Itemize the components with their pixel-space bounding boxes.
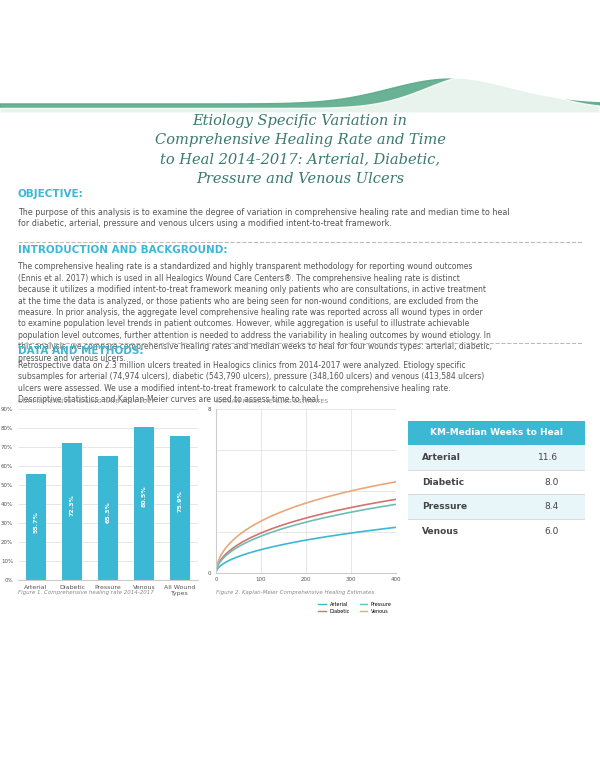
Text: Etiology Specific Variation in
Comprehensive Healing Rate and Time
to Heal 2014-: Etiology Specific Variation in Comprehen… bbox=[155, 114, 445, 186]
Pressure bbox=[231, 545, 238, 554]
FancyBboxPatch shape bbox=[408, 495, 585, 519]
Line: Arterial: Arterial bbox=[216, 527, 396, 573]
Text: KAPLAN-MEIER HEALING ESTIMATES: KAPLAN-MEIER HEALING ESTIMATES bbox=[216, 400, 328, 404]
Text: The comprehensive healing rate is a standardized and highly transparent methodol: The comprehensive healing rate is a stan… bbox=[18, 263, 492, 363]
Pressure bbox=[353, 506, 360, 516]
FancyBboxPatch shape bbox=[408, 519, 585, 544]
Circle shape bbox=[16, 76, 41, 82]
Diabetic bbox=[292, 516, 299, 526]
Text: 80.5%: 80.5% bbox=[142, 485, 146, 507]
Text: Figure 2. Kaplan-Meier Comprehensive Healing Estimates: Figure 2. Kaplan-Meier Comprehensive Hea… bbox=[216, 590, 374, 594]
Arterial bbox=[392, 523, 400, 532]
FancyBboxPatch shape bbox=[408, 421, 585, 446]
Line: Venous: Venous bbox=[216, 481, 396, 573]
Text: 11.6: 11.6 bbox=[538, 453, 559, 462]
Bar bbox=[134, 427, 154, 580]
Arterial bbox=[285, 538, 292, 548]
Text: 75.9%: 75.9% bbox=[178, 490, 182, 512]
Legend: Arterial, Diabetic, Pressure, Venous: Arterial, Diabetic, Pressure, Venous bbox=[316, 600, 394, 616]
Venous bbox=[285, 504, 292, 513]
Venous bbox=[231, 534, 238, 544]
Arterial bbox=[231, 553, 238, 562]
Diabetic bbox=[353, 502, 360, 511]
Circle shape bbox=[1, 20, 26, 25]
Text: COMPREHENSIVE HEALING RATE 2014-2017: COMPREHENSIVE HEALING RATE 2014-2017 bbox=[18, 400, 155, 404]
Diabetic bbox=[231, 542, 238, 552]
Pressure bbox=[392, 499, 400, 509]
FancyBboxPatch shape bbox=[408, 470, 585, 495]
Venous bbox=[212, 568, 220, 577]
Text: 6.0: 6.0 bbox=[544, 527, 559, 536]
Text: Healogics: Healogics bbox=[59, 20, 97, 30]
Diabetic bbox=[356, 501, 363, 510]
Bar bbox=[62, 442, 82, 580]
Bar bbox=[170, 435, 190, 580]
Venous bbox=[292, 502, 299, 511]
Text: DATA AND METHODS:: DATA AND METHODS: bbox=[18, 346, 143, 356]
Text: 55.7%: 55.7% bbox=[34, 511, 38, 533]
Polygon shape bbox=[0, 79, 600, 113]
Pressure bbox=[336, 509, 343, 519]
Polygon shape bbox=[0, 75, 600, 113]
Venous bbox=[353, 485, 360, 495]
Text: Figure 1. Comprehensive healing rate 2014-2017: Figure 1. Comprehensive healing rate 201… bbox=[18, 590, 154, 594]
Text: Initiative: Initiative bbox=[59, 77, 97, 86]
Bar bbox=[26, 474, 46, 580]
Arterial bbox=[353, 527, 360, 537]
Text: 8.4: 8.4 bbox=[544, 502, 559, 511]
Circle shape bbox=[1, 76, 26, 82]
Line: Diabetic: Diabetic bbox=[216, 499, 396, 573]
Arterial bbox=[292, 538, 299, 547]
Diabetic bbox=[285, 518, 292, 527]
Text: Pressure: Pressure bbox=[422, 502, 467, 511]
Diabetic bbox=[336, 506, 343, 515]
Text: INTRODUCTION AND BACKGROUND:: INTRODUCTION AND BACKGROUND: bbox=[18, 245, 227, 256]
Text: Diabetic: Diabetic bbox=[422, 478, 464, 487]
Arterial bbox=[356, 527, 363, 537]
Diabetic bbox=[392, 495, 400, 504]
Text: 65.3%: 65.3% bbox=[106, 501, 110, 523]
Text: 8.0: 8.0 bbox=[544, 478, 559, 487]
Venous bbox=[336, 489, 343, 499]
Text: Wound Science: Wound Science bbox=[25, 48, 131, 61]
Pressure bbox=[212, 568, 220, 577]
Bar bbox=[98, 456, 118, 580]
Text: Venous: Venous bbox=[422, 527, 459, 536]
Text: The purpose of this analysis is to examine the degree of variation in comprehens: The purpose of this analysis is to exami… bbox=[18, 208, 509, 228]
Line: Pressure: Pressure bbox=[216, 504, 396, 573]
Circle shape bbox=[0, 48, 20, 53]
Circle shape bbox=[16, 20, 41, 25]
Venous bbox=[392, 477, 400, 486]
Venous bbox=[356, 485, 363, 494]
Pressure bbox=[292, 520, 299, 530]
Diabetic bbox=[212, 568, 220, 577]
Text: Arterial: Arterial bbox=[422, 453, 461, 462]
Text: Retrospective data on 2.3 million ulcers treated in Healogics clinics from 2014-: Retrospective data on 2.3 million ulcers… bbox=[18, 361, 484, 404]
Text: KM-Median Weeks to Heal: KM-Median Weeks to Heal bbox=[430, 428, 563, 438]
Pressure bbox=[356, 506, 363, 515]
Pressure bbox=[285, 522, 292, 531]
Arterial bbox=[212, 568, 220, 577]
Arterial bbox=[336, 530, 343, 539]
Circle shape bbox=[22, 48, 47, 53]
Text: OBJECTIVE:: OBJECTIVE: bbox=[18, 189, 84, 199]
Text: 72.3%: 72.3% bbox=[70, 494, 74, 516]
FancyBboxPatch shape bbox=[408, 446, 585, 470]
